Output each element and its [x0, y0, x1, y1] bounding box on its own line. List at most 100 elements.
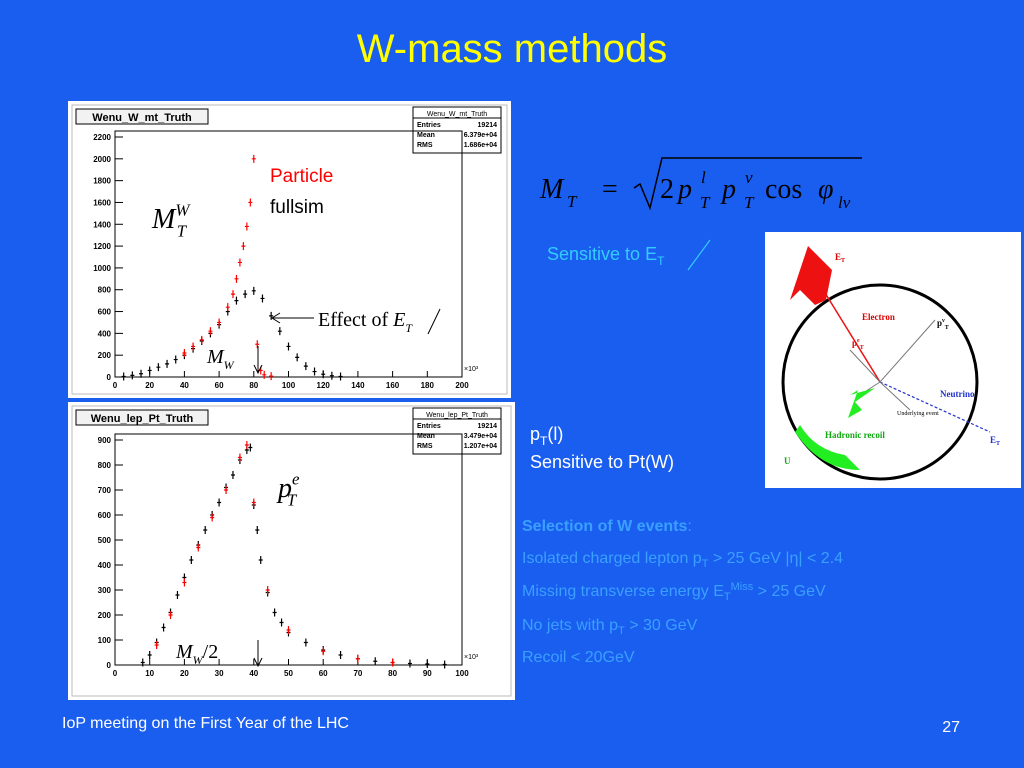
- data-point: [251, 286, 256, 295]
- text: T: [702, 558, 709, 570]
- track: [879, 381, 911, 411]
- data-point: [277, 327, 282, 336]
- histogram-plot: Wenu_W_mt_Truth Wenu_W_mt_Truth Entries 192…: [68, 101, 511, 398]
- sensitive-ptw: Sensitive to Pt(W): [530, 452, 674, 472]
- text: T: [287, 490, 298, 509]
- annotation: MW T: [151, 200, 191, 240]
- data-point: [147, 366, 152, 375]
- text: > 30 GeV: [625, 617, 698, 634]
- y-tick-label: 100: [98, 636, 112, 645]
- plot-title: Wenu_W_mt_Truth: [92, 112, 192, 124]
- text: T: [724, 591, 731, 603]
- y-tick-label: 2000: [93, 155, 111, 164]
- data-point: [279, 618, 284, 627]
- x-tick-label: 120: [317, 381, 331, 390]
- x-tick-label: 80: [249, 381, 258, 390]
- stats-name: Wenu_W_mt_Truth: [427, 111, 487, 118]
- data-point: [407, 659, 412, 668]
- data-point: [234, 274, 239, 283]
- stats-key: Entries: [417, 423, 441, 430]
- stats-value: 1.207e+04: [464, 443, 497, 450]
- y-tick-label: 200: [98, 351, 112, 360]
- data-point: [390, 658, 395, 667]
- y-tick-label: 400: [98, 329, 112, 338]
- electron-deposit: [790, 246, 832, 305]
- stats-value: 19214: [478, 423, 498, 430]
- y-tick-label: 800: [98, 286, 112, 295]
- formula-part: =: [602, 174, 618, 205]
- y-tick-label: 0: [107, 661, 112, 670]
- text: M: [151, 204, 177, 235]
- data-point: [121, 372, 126, 381]
- formula-part: T: [744, 193, 755, 212]
- formula-part: 2: [660, 174, 674, 205]
- data-point: [161, 623, 166, 632]
- data-point: [295, 353, 300, 362]
- stats-value: 3.479e+04: [464, 433, 497, 440]
- track: [849, 349, 881, 383]
- data-point: [217, 318, 222, 327]
- data-point: [165, 359, 170, 368]
- x-tick-label: 140: [351, 381, 365, 390]
- text: T: [618, 625, 625, 637]
- text: e: [292, 469, 300, 488]
- y-tick-label: 700: [98, 486, 112, 495]
- event-diagram: [765, 232, 1021, 488]
- footer: IoP meeting on the First Year of the LHC: [62, 715, 349, 732]
- stats-box: [412, 106, 502, 154]
- x-tick-label: 100: [282, 381, 296, 390]
- title-box: [75, 108, 209, 125]
- text: ν: [941, 318, 945, 324]
- annotation: MW: [206, 346, 235, 372]
- text: Missing transverse energy E: [522, 583, 724, 600]
- formula-part: cos: [765, 174, 802, 205]
- stats-value: 19214: [478, 122, 498, 129]
- formula-part: T: [700, 193, 711, 212]
- text: T: [177, 221, 188, 240]
- y-tick-label: 600: [98, 308, 112, 317]
- text: p: [852, 338, 857, 348]
- text: T: [540, 434, 548, 448]
- data-point: [241, 242, 246, 251]
- selection-line: Isolated charged lepton pT > 25 GeV |η| …: [522, 550, 843, 570]
- pt-label: pT(l): [530, 424, 563, 448]
- y-tick-label: 400: [98, 561, 112, 570]
- x-tick-label: 20: [180, 669, 189, 678]
- data-point: [255, 526, 260, 534]
- text: E: [645, 244, 657, 264]
- formula-part: φ: [818, 174, 834, 205]
- data-point: [130, 371, 135, 380]
- y-tick-label: 500: [98, 536, 112, 545]
- data-point: [217, 498, 222, 507]
- data-point: [312, 367, 317, 376]
- formula-part: l: [701, 168, 706, 187]
- diagram-label: Underlying event: [897, 411, 939, 417]
- x-tick-label: 50: [284, 669, 293, 678]
- stats-key: Mean: [417, 433, 435, 440]
- data-point: [189, 556, 194, 564]
- formula-part: M: [539, 174, 565, 205]
- text: W: [193, 653, 204, 667]
- text: W: [224, 358, 235, 372]
- selection-line: Recoil < 20GeV: [522, 649, 635, 666]
- arrow: [253, 346, 263, 375]
- formula-part: ν: [745, 168, 753, 187]
- formula-part: T: [567, 192, 578, 211]
- x-multiplier: ×10³: [464, 654, 479, 661]
- data-point: [258, 556, 263, 564]
- y-tick-label: 1000: [93, 264, 111, 273]
- data-point: [243, 290, 248, 299]
- data-point: [255, 340, 260, 349]
- diagram-label: Electron: [862, 312, 895, 322]
- diagram-labels: ET Electron pνT peT Neutrino Underlying …: [784, 252, 1000, 466]
- arrow: [253, 640, 263, 668]
- data-point: [260, 294, 265, 303]
- data-point: [224, 486, 229, 494]
- data-point: [355, 654, 360, 663]
- diagram-label: ET: [990, 435, 1000, 447]
- formula-part: p: [720, 174, 736, 205]
- x-tick-label: 90: [423, 669, 432, 678]
- formula-part: p: [676, 174, 692, 205]
- recoil-arrow: [848, 388, 875, 418]
